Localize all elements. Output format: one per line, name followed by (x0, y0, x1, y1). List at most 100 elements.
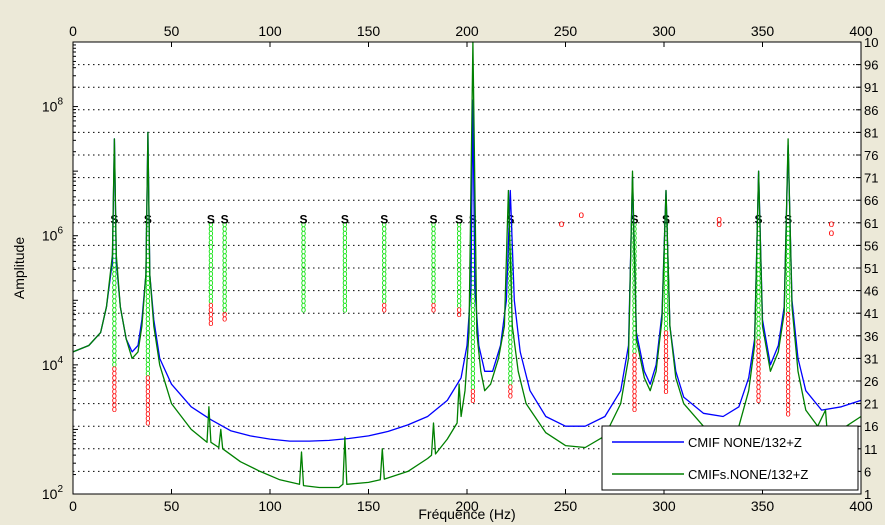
stab-marker-green: o (145, 296, 150, 306)
stab-marker-green: o (786, 278, 791, 288)
stab-marker-green: o (470, 372, 475, 382)
stab-marker-green: o (208, 273, 213, 283)
right-tick-label: 31 (864, 351, 878, 366)
stab-marker-green: o (632, 300, 637, 310)
stab-marker-green: o (145, 291, 150, 301)
stab-marker-green: o (342, 219, 347, 229)
stab-marker-green: o (470, 282, 475, 292)
stab-marker-green: o (508, 372, 513, 382)
right-tick-label: 96 (864, 58, 878, 73)
stab-marker-green: o (222, 228, 227, 238)
stab-marker-red: o (457, 309, 462, 319)
stab-marker-green: o (457, 296, 462, 306)
right-tick-label: 76 (864, 148, 878, 163)
stab-marker-green: o (342, 246, 347, 256)
stab-marker-s: S (207, 212, 215, 226)
y-axis-label: Amplitude (11, 237, 27, 299)
stab-marker-green: o (145, 273, 150, 283)
stab-marker-red: o (632, 386, 637, 396)
stab-marker-red: o (786, 341, 791, 351)
stab-marker-red: o (632, 372, 637, 382)
stab-marker-red: o (663, 363, 668, 373)
stab-marker-green: o (470, 291, 475, 301)
stab-marker-green: o (112, 269, 117, 279)
stab-marker-red: o (145, 413, 150, 423)
stab-marker-green: o (145, 287, 150, 297)
stab-marker-green: o (457, 250, 462, 260)
stab-marker-green: o (786, 223, 791, 233)
stab-marker-green: o (457, 300, 462, 310)
stab-marker-green: o (470, 327, 475, 337)
stab-marker-green: o (431, 273, 436, 283)
stab-marker-green: o (756, 300, 761, 310)
stab-marker-green: o (632, 327, 637, 337)
stab-marker-green: o (301, 296, 306, 306)
x-top-tick-label: 300 (652, 23, 676, 39)
stab-marker-red: o (786, 314, 791, 324)
stab-marker-green: o (632, 332, 637, 342)
stab-marker-green: o (145, 259, 150, 269)
stab-marker-red: o (632, 350, 637, 360)
x-tick-label: 300 (652, 498, 676, 514)
stab-marker-green: o (342, 264, 347, 274)
stab-marker-red: o (786, 391, 791, 401)
stab-marker-green: o (786, 241, 791, 251)
stab-marker-green: o (756, 287, 761, 297)
stab-marker-green: o (342, 287, 347, 297)
stab-marker-red: o (632, 377, 637, 387)
stab-marker-red: o (786, 359, 791, 369)
stab-marker-green: o (508, 359, 513, 369)
stab-marker-red: o (786, 372, 791, 382)
stab-marker-green: o (208, 296, 213, 306)
stab-marker-green: o (756, 269, 761, 279)
stab-marker-green: o (663, 287, 668, 297)
stab-marker-green: o (786, 282, 791, 292)
stab-marker-red: o (829, 219, 835, 230)
stab-marker-green: o (301, 237, 306, 247)
stab-marker-green: o (222, 273, 227, 283)
stab-marker-green: o (508, 309, 513, 319)
stab-marker-green: o (508, 323, 513, 333)
stab-marker-red: o (756, 382, 761, 392)
right-tick-label: 6 (864, 464, 871, 479)
stab-marker-green: o (145, 269, 150, 279)
stab-marker-green: o (470, 223, 475, 233)
stab-marker-green: o (470, 228, 475, 238)
stab-marker-green: o (756, 228, 761, 238)
stab-marker-green: o (470, 273, 475, 283)
stab-marker-red: o (756, 359, 761, 369)
stab-marker-green: o (431, 287, 436, 297)
stab-marker-green: o (470, 336, 475, 346)
stab-marker-red: o (382, 300, 387, 310)
stab-marker-green: o (663, 246, 668, 256)
stab-marker-s: S (455, 212, 463, 226)
stab-marker-green: o (786, 237, 791, 247)
stab-marker-green: o (112, 273, 117, 283)
stab-marker-red: o (145, 372, 150, 382)
right-tick-label: 71 (864, 171, 878, 186)
stab-marker-green: o (112, 318, 117, 328)
stab-marker-red: o (756, 350, 761, 360)
stab-marker-red: o (756, 395, 761, 405)
stab-marker-green: o (208, 255, 213, 265)
stab-marker-red: o (756, 372, 761, 382)
stab-marker-green: o (470, 345, 475, 355)
stab-marker-green: o (342, 282, 347, 292)
stab-marker-red: o (112, 391, 117, 401)
stab-marker-green: o (382, 269, 387, 279)
stab-marker-red: o (786, 336, 791, 346)
stab-marker-red: o (632, 404, 637, 414)
stab-marker-green: o (457, 241, 462, 251)
stab-marker-green: o (145, 278, 150, 288)
right-tick-label: 10 (864, 35, 878, 50)
stab-marker-green: o (145, 327, 150, 337)
stab-marker-green: o (222, 255, 227, 265)
stab-marker-red: o (632, 354, 637, 364)
stab-marker-red: o (786, 323, 791, 333)
stab-marker-green: o (457, 255, 462, 265)
stab-marker-red: o (663, 345, 668, 355)
stab-marker-green: o (786, 287, 791, 297)
stab-marker-red: o (663, 354, 668, 364)
legend: CMIF NONE/132+Z CMIFs.NONE/132+Z (601, 425, 859, 491)
stab-marker-green: o (222, 291, 227, 301)
